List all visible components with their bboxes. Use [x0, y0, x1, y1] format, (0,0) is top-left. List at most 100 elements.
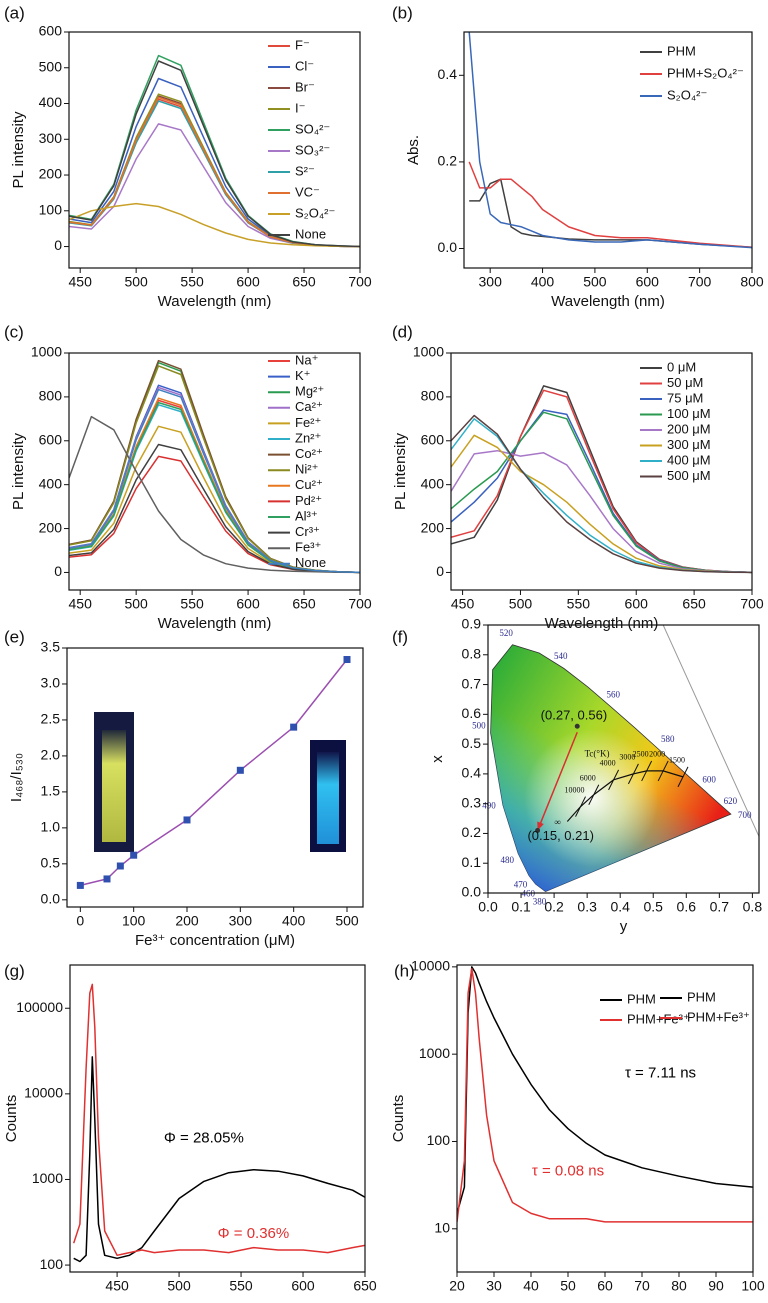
x-tick-label: 500 — [167, 1278, 191, 1294]
x-tick-label: 600 — [625, 596, 649, 612]
y-tick-label: 0.0 — [438, 239, 458, 255]
legend-label: 0 μM — [667, 359, 696, 374]
x-tick-label: 600 — [236, 274, 260, 290]
annotation: τ = 0.08 ns — [532, 1163, 604, 1180]
y-axis-label: Counts — [390, 1095, 407, 1143]
legend-label: Al³⁺ — [295, 508, 318, 523]
locus-label: 600 — [702, 775, 716, 785]
locus-label: 480 — [501, 855, 515, 865]
annotation: ∞ — [554, 817, 560, 827]
panel-label: (d) — [392, 322, 413, 341]
y-tick-label: 100 — [39, 201, 63, 217]
y-tick-label: 1.5 — [41, 783, 61, 799]
y-tick-label: 0.8 — [462, 645, 482, 661]
x-tick-label: 450 — [69, 596, 93, 612]
y-tick-label: 600 — [421, 431, 445, 447]
y-tick-label: 3.5 — [41, 639, 61, 655]
plot — [69, 359, 360, 574]
legend-label: SO₄²⁻ — [295, 121, 330, 136]
annotation: (0.15, 0.21) — [527, 828, 594, 843]
legend-label: F⁻ — [295, 37, 310, 52]
legend-label: K⁺ — [295, 368, 311, 383]
locus-label: 500 — [472, 720, 486, 730]
locus-label: 700 — [738, 810, 752, 820]
x-tick-label: 50 — [560, 1278, 576, 1294]
locus-label: 520 — [499, 628, 513, 638]
x-tick-label: 100 — [741, 1278, 765, 1294]
axes-frame — [487, 624, 760, 894]
y-axis-label: x — [429, 755, 446, 763]
axes-frame — [463, 31, 753, 269]
legend-label: 500 μM — [667, 468, 711, 483]
x-tick-label: 80 — [671, 1278, 687, 1294]
x-tick-label: 0.5 — [644, 899, 664, 915]
y-tick-label: 0 — [54, 237, 62, 253]
y-tick-label: 0 — [54, 563, 62, 579]
series-line — [69, 60, 360, 248]
y-axis-label: Counts — [3, 1095, 20, 1143]
x-tick-label: 650 — [292, 596, 316, 612]
marker — [76, 881, 84, 889]
y-tick-label: 0.1 — [462, 854, 482, 870]
y-tick-label: 300 — [39, 130, 63, 146]
locus-label: 620 — [724, 796, 738, 806]
locus-label: 560 — [607, 689, 621, 699]
legend-label: Cl⁻ — [295, 58, 314, 73]
legend-label: 400 μM — [667, 452, 711, 467]
legend-label: Na⁺ — [295, 352, 318, 367]
y-tick-label: 1000 — [31, 344, 62, 360]
x-tick-label: 300 — [479, 274, 503, 290]
y-tick-label: 0.4 — [462, 765, 482, 781]
temperature-label: 6000 — [580, 774, 596, 783]
x-tick-label: 0.4 — [610, 899, 630, 915]
legend-label: 200 μM — [667, 421, 711, 436]
y-tick-label: 100 — [40, 1256, 64, 1272]
legend-label: I⁻ — [295, 100, 305, 115]
y-tick-label: 800 — [421, 388, 445, 404]
legend-label: 300 μM — [667, 437, 711, 452]
legend-label: Mg²⁺ — [295, 384, 324, 399]
x-tick-label: 60 — [597, 1278, 613, 1294]
x-tick-label: 70 — [634, 1278, 650, 1294]
vial-glow — [317, 752, 339, 844]
y-tick-label: 200 — [421, 519, 445, 535]
isotherm — [588, 784, 600, 805]
plot — [468, 32, 752, 249]
locus-label: 490 — [482, 801, 496, 811]
x-tick-label: 550 — [229, 1278, 253, 1294]
planckian-locus — [566, 770, 684, 822]
legend-label: Ca²⁺ — [295, 399, 323, 414]
y-tick-label: 0.6 — [462, 705, 482, 721]
marker — [103, 875, 111, 883]
x-tick-label: 20 — [449, 1278, 465, 1294]
y-tick-label: 100 — [427, 1132, 451, 1148]
panel-label: (a) — [4, 3, 25, 22]
legend-label: Br⁻ — [295, 79, 315, 94]
x-tick-label: 0.3 — [577, 899, 597, 915]
locus-label: 380 — [533, 896, 547, 906]
boundary-line — [662, 624, 760, 837]
y-tick-label: 0.3 — [462, 794, 482, 810]
y-axis-label: PL intensity — [10, 433, 27, 510]
y-tick-label: 0.4 — [438, 66, 458, 82]
x-tick-label: 650 — [292, 274, 316, 290]
axes-frame — [68, 31, 361, 269]
marker — [116, 862, 124, 870]
x-tick-label: 0.8 — [743, 899, 763, 915]
x-axis-label: Wavelength (nm) — [551, 293, 665, 310]
panel-label: (h) — [394, 961, 415, 980]
plot — [457, 966, 753, 1223]
legend-label: S₂O₄²⁻ — [295, 205, 335, 220]
temperature-label: 3000 — [619, 753, 635, 762]
y-tick-label: 1000 — [32, 1170, 63, 1186]
x-tick-label: 600 — [291, 1278, 315, 1294]
series-line — [69, 77, 360, 248]
legend-label: PHM+Fe³⁺ — [627, 1011, 690, 1026]
legend-label: PHM — [667, 43, 696, 58]
y-tick-label: 10000 — [24, 1085, 63, 1101]
x-axis-label: Wavelength (nm) — [545, 615, 659, 632]
y-tick-label: 10 — [434, 1219, 450, 1235]
legend-label: Cr³⁺ — [295, 524, 320, 539]
y-tick-label: 1000 — [419, 1045, 450, 1061]
